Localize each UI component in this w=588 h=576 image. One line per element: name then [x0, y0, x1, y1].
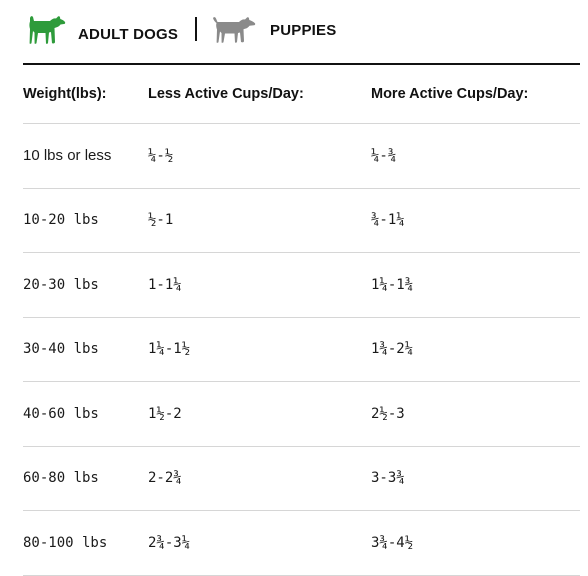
less-active-cell: ½-1 — [148, 212, 174, 229]
more-active-cell: 3-3¾ — [371, 470, 405, 487]
feeding-guide-tabs: ADULT DOGS PUPPIES — [0, 0, 588, 64]
table-row: 60-80 lbs 2-2¾ 3-3¾ — [23, 447, 580, 511]
less-active-cell: 2¾-3¼ — [148, 534, 191, 551]
more-active-cell: ¾-1¼ — [371, 212, 405, 229]
dog-icon — [29, 16, 66, 44]
table-row: 80-100 lbs 2¾-3¼ 3¾-4½ — [23, 511, 580, 576]
weight-cell: 80-100 lbs — [23, 534, 108, 551]
weight-cell: 30-40 lbs — [23, 341, 99, 358]
tab-puppies-label: PUPPIES — [270, 21, 337, 39]
tab-divider — [195, 17, 197, 41]
table-row: 10-20 lbs ½-1 ¾-1¼ — [23, 189, 580, 253]
less-active-cell: 1-1¼ — [148, 276, 182, 293]
tab-adult-dogs-label: ADULT DOGS — [78, 25, 179, 43]
puppy-icon — [213, 17, 256, 43]
more-active-cell: 2½-3 — [371, 405, 405, 422]
more-active-cell: 1¼-1¾ — [371, 276, 414, 293]
tab-puppies[interactable]: PUPPIES — [212, 12, 336, 46]
weight-cell: 20-30 lbs — [23, 276, 99, 293]
table-header-row: Weight(lbs): Less Active Cups/Day: More … — [23, 65, 580, 124]
more-active-cell: 1¾-2¼ — [371, 341, 414, 358]
weight-cell: 40-60 lbs — [23, 405, 99, 422]
table-row: 40-60 lbs 1½-2 2½-3 — [23, 382, 580, 447]
more-active-cell: 3¾-4½ — [371, 534, 414, 551]
weight-cell: 10-20 lbs — [23, 212, 99, 229]
table-row: 30-40 lbs 1¼-1½ 1¾-2¼ — [23, 318, 580, 382]
header-weight: Weight(lbs): — [23, 86, 107, 102]
more-active-cell: ¼-¾ — [371, 147, 397, 164]
header-more-active: More Active Cups/Day: — [371, 86, 529, 102]
weight-cell: 60-80 lbs — [23, 470, 99, 487]
table-row: 10 lbs or less ¼-½ ¼-¾ — [23, 124, 580, 189]
table-row: 20-30 lbs 1-1¼ 1¼-1¾ — [23, 253, 580, 318]
tab-adult-dogs[interactable]: ADULT DOGS — [24, 12, 178, 46]
header-less-active: Less Active Cups/Day: — [148, 86, 304, 102]
feeding-table: Weight(lbs): Less Active Cups/Day: More … — [23, 65, 580, 576]
less-active-cell: ¼-½ — [148, 147, 174, 164]
less-active-cell: 2-2¾ — [148, 470, 182, 487]
less-active-cell: 1¼-1½ — [148, 341, 191, 358]
tab-underline — [23, 63, 580, 65]
less-active-cell: 1½-2 — [148, 405, 182, 422]
weight-cell: 10 lbs or less — [23, 147, 112, 165]
